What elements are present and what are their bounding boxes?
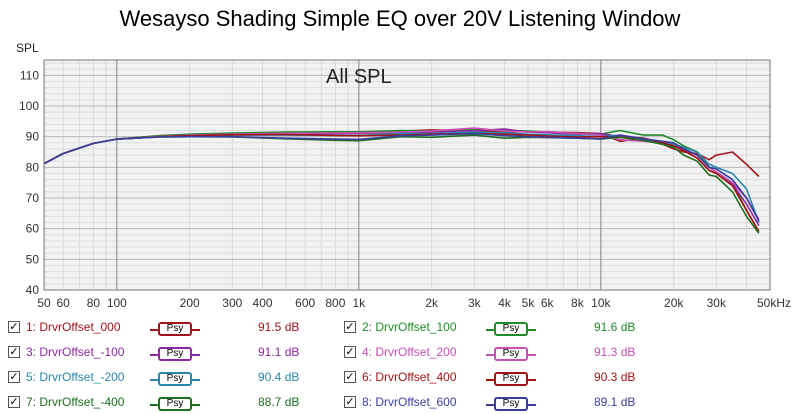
- legend-series-name: 8: DrvrOffset_600: [362, 395, 457, 409]
- x-tick-label: 1k: [353, 296, 367, 310]
- legend-checkbox[interactable]: ✓: [8, 371, 20, 383]
- legend-series-name: 3: DrvrOffset_-100: [26, 345, 125, 359]
- legend-psy-button[interactable]: Psy: [494, 347, 528, 361]
- legend-psy-button[interactable]: Psy: [158, 397, 192, 411]
- legend-line-swatch-right: [528, 379, 536, 381]
- x-tick-label: 50: [37, 296, 51, 310]
- y-tick-label: 110: [20, 68, 39, 82]
- legend-line-swatch-right: [528, 329, 536, 331]
- x-tick-label: 300: [222, 296, 242, 310]
- legend-series-name: 4: DrvrOffset_200: [362, 345, 457, 359]
- legend-checkbox[interactable]: ✓: [8, 396, 20, 408]
- legend-psy-button[interactable]: Psy: [158, 322, 192, 336]
- legend-item-7: ✓ 7: DrvrOffset_-400 Psy 88.7 dB: [8, 394, 328, 414]
- legend-item-3: ✓ 3: DrvrOffset_-100 Psy 91.1 dB: [8, 344, 328, 364]
- y-tick-label: 80: [26, 160, 40, 174]
- legend-item-2: ✓ 2: DrvrOffset_100 Psy 91.6 dB: [344, 319, 664, 339]
- legend-series-name: 2: DrvrOffset_100: [362, 320, 457, 334]
- legend-item-4: ✓ 4: DrvrOffset_200 Psy 91.3 dB: [344, 344, 664, 364]
- legend-item-8: ✓ 8: DrvrOffset_600 Psy 89.1 dB: [344, 394, 664, 414]
- x-tick-label: 5k: [522, 296, 536, 310]
- legend-item-5: ✓ 5: DrvrOffset_-200 Psy 90.4 dB: [8, 369, 328, 389]
- y-tick-label: 100: [19, 99, 39, 113]
- legend-item-6: ✓ 6: DrvrOffset_400 Psy 90.3 dB: [344, 369, 664, 389]
- legend-series-value: 89.1 dB: [594, 395, 636, 409]
- legend-series-name: 7: DrvrOffset_-400: [26, 395, 125, 409]
- legend: ✓ 1: DrvrOffset_000 Psy 91.5 dB ✓ 2: DrvrOffs…: [0, 316, 800, 414]
- plot-border: [43, 59, 771, 291]
- legend-checkbox[interactable]: ✓: [344, 321, 356, 333]
- x-tick-label: 800: [325, 296, 345, 310]
- y-tick-label: 90: [26, 130, 40, 144]
- legend-psy-button[interactable]: Psy: [158, 372, 192, 386]
- x-tick-label: 60: [56, 296, 70, 310]
- legend-checkbox[interactable]: ✓: [8, 321, 20, 333]
- x-tick-label: 100: [107, 296, 127, 310]
- legend-series-value: 90.3 dB: [594, 370, 636, 384]
- legend-line-swatch-right: [192, 379, 200, 381]
- legend-line-swatch-left: [150, 329, 158, 331]
- legend-series-value: 91.6 dB: [594, 320, 636, 334]
- x-tick-label: 4k: [498, 296, 512, 310]
- legend-series-name: 1: DrvrOffset_000: [26, 320, 121, 334]
- legend-series-name: 6: DrvrOffset_400: [362, 370, 457, 384]
- legend-psy-button[interactable]: Psy: [494, 322, 528, 336]
- legend-line-swatch-right: [192, 354, 200, 356]
- x-tick-label: 200: [180, 296, 200, 310]
- legend-line-swatch-right: [528, 354, 536, 356]
- legend-line-swatch-left: [150, 404, 158, 406]
- x-tick-label: 600: [295, 296, 315, 310]
- legend-line-swatch-left: [150, 354, 158, 356]
- chart-annotation: All SPL: [326, 66, 392, 88]
- legend-line-swatch-left: [150, 379, 158, 381]
- legend-series-name: 5: DrvrOffset_-200: [26, 370, 125, 384]
- legend-checkbox[interactable]: ✓: [344, 346, 356, 358]
- y-tick-label: 60: [26, 222, 40, 236]
- legend-psy-button[interactable]: Psy: [494, 372, 528, 386]
- x-tick-label: 400: [253, 296, 273, 310]
- legend-series-value: 91.5 dB: [258, 320, 300, 334]
- x-tick-label: 30k: [707, 296, 727, 310]
- x-tick-label: 6k: [541, 296, 555, 310]
- y-tick-label: 40: [26, 283, 40, 297]
- legend-line-swatch-left: [486, 379, 494, 381]
- x-tick-label: 20k: [664, 296, 684, 310]
- legend-psy-button[interactable]: Psy: [494, 397, 528, 411]
- legend-series-value: 91.1 dB: [258, 345, 300, 359]
- legend-line-swatch-right: [192, 404, 200, 406]
- legend-checkbox[interactable]: ✓: [8, 346, 20, 358]
- series-line-8: [43, 132, 760, 222]
- legend-line-swatch-right: [528, 404, 536, 406]
- x-axis-unit-label: 50kHz: [757, 296, 791, 310]
- y-axis-label: SPL: [16, 41, 39, 55]
- x-tick-label: 80: [87, 296, 101, 310]
- legend-line-swatch-right: [192, 329, 200, 331]
- legend-checkbox[interactable]: ✓: [344, 396, 356, 408]
- x-tick-label: 10k: [591, 296, 611, 310]
- legend-line-swatch-left: [486, 354, 494, 356]
- legend-item-1: ✓ 1: DrvrOffset_000 Psy 91.5 dB: [8, 319, 328, 339]
- x-tick-label: 3k: [468, 296, 482, 310]
- legend-checkbox[interactable]: ✓: [344, 371, 356, 383]
- x-tick-label: 2k: [425, 296, 439, 310]
- x-tick-label: 8k: [571, 296, 585, 310]
- legend-series-value: 91.3 dB: [594, 345, 636, 359]
- legend-psy-button[interactable]: Psy: [158, 347, 192, 361]
- legend-line-swatch-left: [486, 329, 494, 331]
- y-tick-label: 50: [26, 252, 40, 266]
- legend-series-value: 90.4 dB: [258, 370, 300, 384]
- chart-title: Wesayso Shading Simple EQ over 20V Liste…: [119, 6, 681, 31]
- legend-line-swatch-left: [486, 404, 494, 406]
- legend-series-value: 88.7 dB: [258, 395, 300, 409]
- y-tick-label: 70: [26, 191, 40, 205]
- plot-area: [44, 60, 770, 290]
